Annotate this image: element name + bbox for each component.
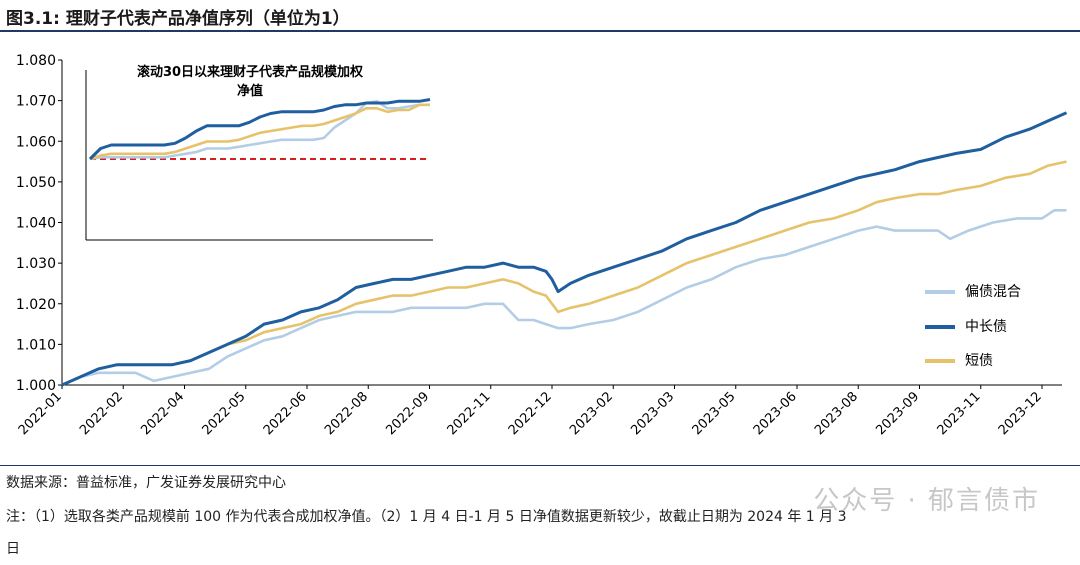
footer-rule [0,465,1080,466]
y-tick-label: 1.080 [16,53,56,69]
legend-item-long: 中长债 [925,316,1007,336]
inset-title-line1: 滚动30日以来理财子代表产品规模加权 [137,64,364,80]
x-tick-label: 2023-06 [751,389,800,438]
legend-swatch-long [925,325,955,329]
legend-label-hybrid: 偏债混合 [965,284,1021,300]
x-tick-label: 2023-11 [935,389,984,438]
series-line-long [61,111,1068,387]
y-tick-label: 1.010 [16,337,56,353]
legend-label-short: 短债 [965,353,993,369]
inset-line-long [88,98,431,161]
inset-title-line2: 净值 [237,83,263,99]
y-tick-label: 1.050 [16,175,56,191]
x-tick-label: 2023-03 [628,389,677,438]
x-tick-label: 2023-09 [873,389,922,438]
legend-swatch-short [925,359,955,363]
x-tick-label: 2022-12 [506,389,555,438]
x-tick-label: 2023-05 [690,389,739,438]
y-tick-label: 1.040 [16,216,56,232]
footnote-line1: 注：（1）选取各类产品规模前 100 作为代表合成加权净值。（2）1 月 4 日… [6,509,847,525]
chart-title: 图3.1: 理财子代表产品净值序列（单位为1） [6,9,350,29]
x-tick-label: 2022-04 [138,389,187,438]
x-tick-label: 2022-02 [77,389,126,438]
y-tick-label: 1.060 [16,134,56,150]
legend-label-long: 中长债 [965,319,1007,335]
x-tick-label: 2022-05 [200,389,249,438]
footnote-line2: 日 [6,541,20,557]
legend-item-hybrid: 偏债混合 [925,281,1021,301]
source-note: 数据来源：普益标准，广发证券发展研究中心 [6,475,286,491]
y-tick-label: 1.030 [16,256,56,272]
series-layer [61,111,1068,387]
inset-line-short [89,103,430,161]
x-tick-label: 2022-08 [322,389,371,438]
y-axis: 1.000 1.010 1.020 1.030 1.040 1.050 1.060 1.070… [16,53,63,394]
x-tick-label: 2022-06 [261,389,310,438]
series-line-hybrid [61,209,1067,387]
x-axis: 2022-01 2022-02 2022-04 2022-05 2022-06 2022-… [16,384,1062,438]
y-tick-label: 1.000 [16,378,56,394]
watermark: 公众号 · 郁言债市 [813,486,1040,516]
title-rule [0,30,1080,32]
legend-item-short: 短债 [925,350,993,370]
main-chart: 1.000 1.010 1.020 1.030 1.040 1.050 1.060 1.070… [16,53,1068,438]
legend-swatch-hybrid [925,290,955,294]
y-tick-label: 1.020 [16,297,56,313]
x-tick-label: 2022-01 [16,389,65,438]
x-tick-label: 2023-02 [567,389,616,438]
y-tick-label: 1.070 [16,94,56,110]
x-tick-label: 2022-09 [383,389,432,438]
x-tick-label: 2023-12 [996,389,1045,438]
x-tick-label: 2023-08 [812,389,861,438]
x-tick-label: 2022-11 [445,389,494,438]
